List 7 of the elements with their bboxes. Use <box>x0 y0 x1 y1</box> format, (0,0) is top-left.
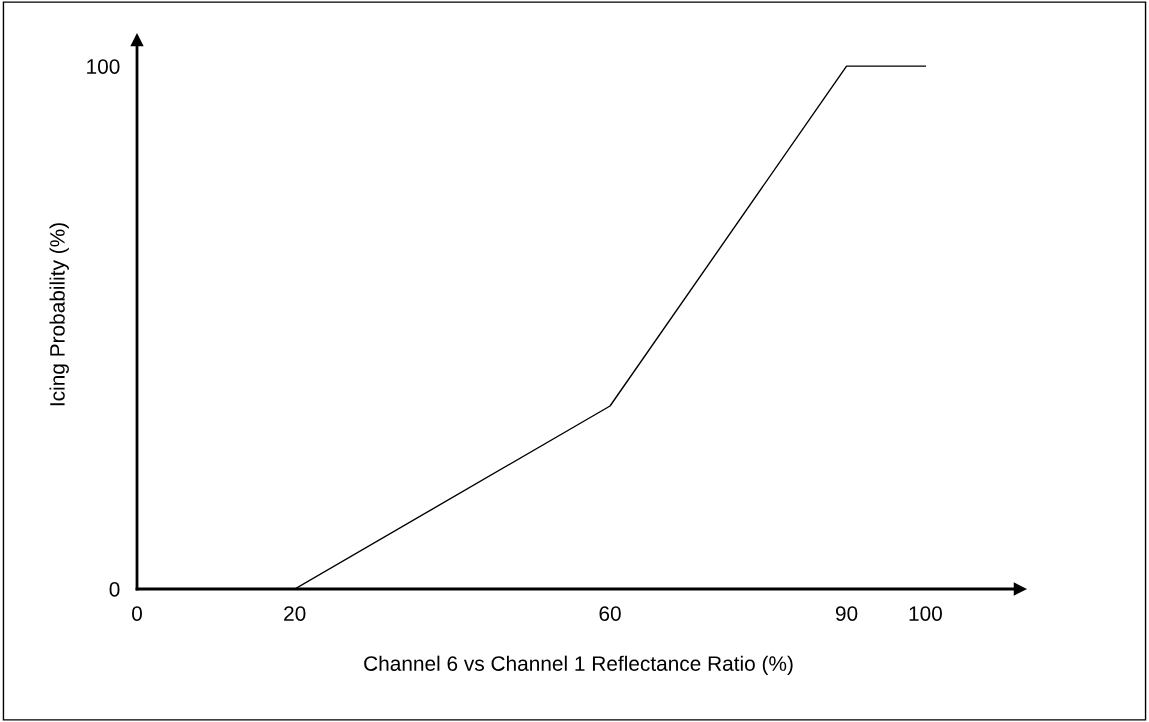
x-tick-label: 20 <box>284 606 306 621</box>
y-axis-title: Icing Probability (%) <box>49 223 69 406</box>
x-tick-label: 90 <box>835 606 858 621</box>
x-tick-label: 60 <box>599 606 621 621</box>
x-tick-label: 0 <box>132 606 142 621</box>
x-axis-title: Channel 6 vs Channel 1 Reflectance Ratio (%) <box>364 655 793 676</box>
x-tick-label: 100 <box>909 606 942 621</box>
